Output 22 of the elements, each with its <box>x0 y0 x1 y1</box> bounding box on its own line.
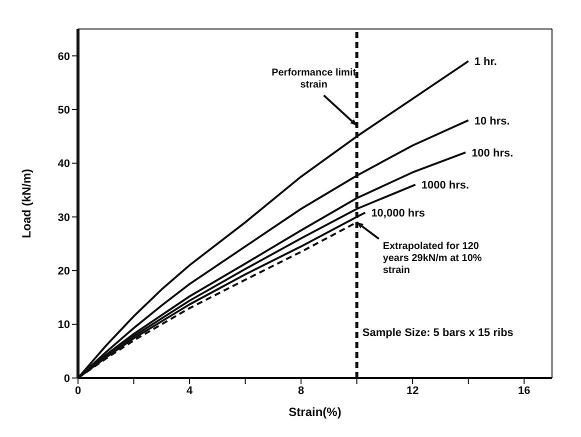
annotation: Sample Size: 5 bars x 15 ribs <box>362 327 514 340</box>
annotation: Performance limit strain <box>272 67 357 90</box>
y-axis-title: Load (kN/m) <box>19 168 34 238</box>
y-tick-label: 50 <box>58 104 70 116</box>
x-tick-label: 12 <box>406 384 419 397</box>
series-label: 1000 hrs. <box>421 180 470 192</box>
x-tick-label: 16 <box>518 384 530 397</box>
y-tick-label: 0 <box>64 372 70 385</box>
x-tick-label: 4 <box>186 384 194 397</box>
series-label: 10,000 hrs <box>371 208 426 220</box>
y-tick-label: 10 <box>58 319 70 332</box>
y-tick-label: 60 <box>58 50 70 63</box>
series-label: 10 hrs. <box>474 115 510 128</box>
y-tick-label: 20 <box>58 266 70 278</box>
annotation: Extrapolated for 120 years 29kN/m at 10% strain <box>382 240 482 276</box>
x-tick-label: 8 <box>298 384 304 397</box>
series-label: 1 hr. <box>474 56 497 68</box>
y-tick-label: 40 <box>58 158 70 170</box>
x-tick-label: 0 <box>74 384 82 397</box>
series-label: 100 hrs. <box>472 147 514 160</box>
y-tick-label: 30 <box>58 212 70 224</box>
x-axis-title: Strain(%) <box>288 405 342 419</box>
